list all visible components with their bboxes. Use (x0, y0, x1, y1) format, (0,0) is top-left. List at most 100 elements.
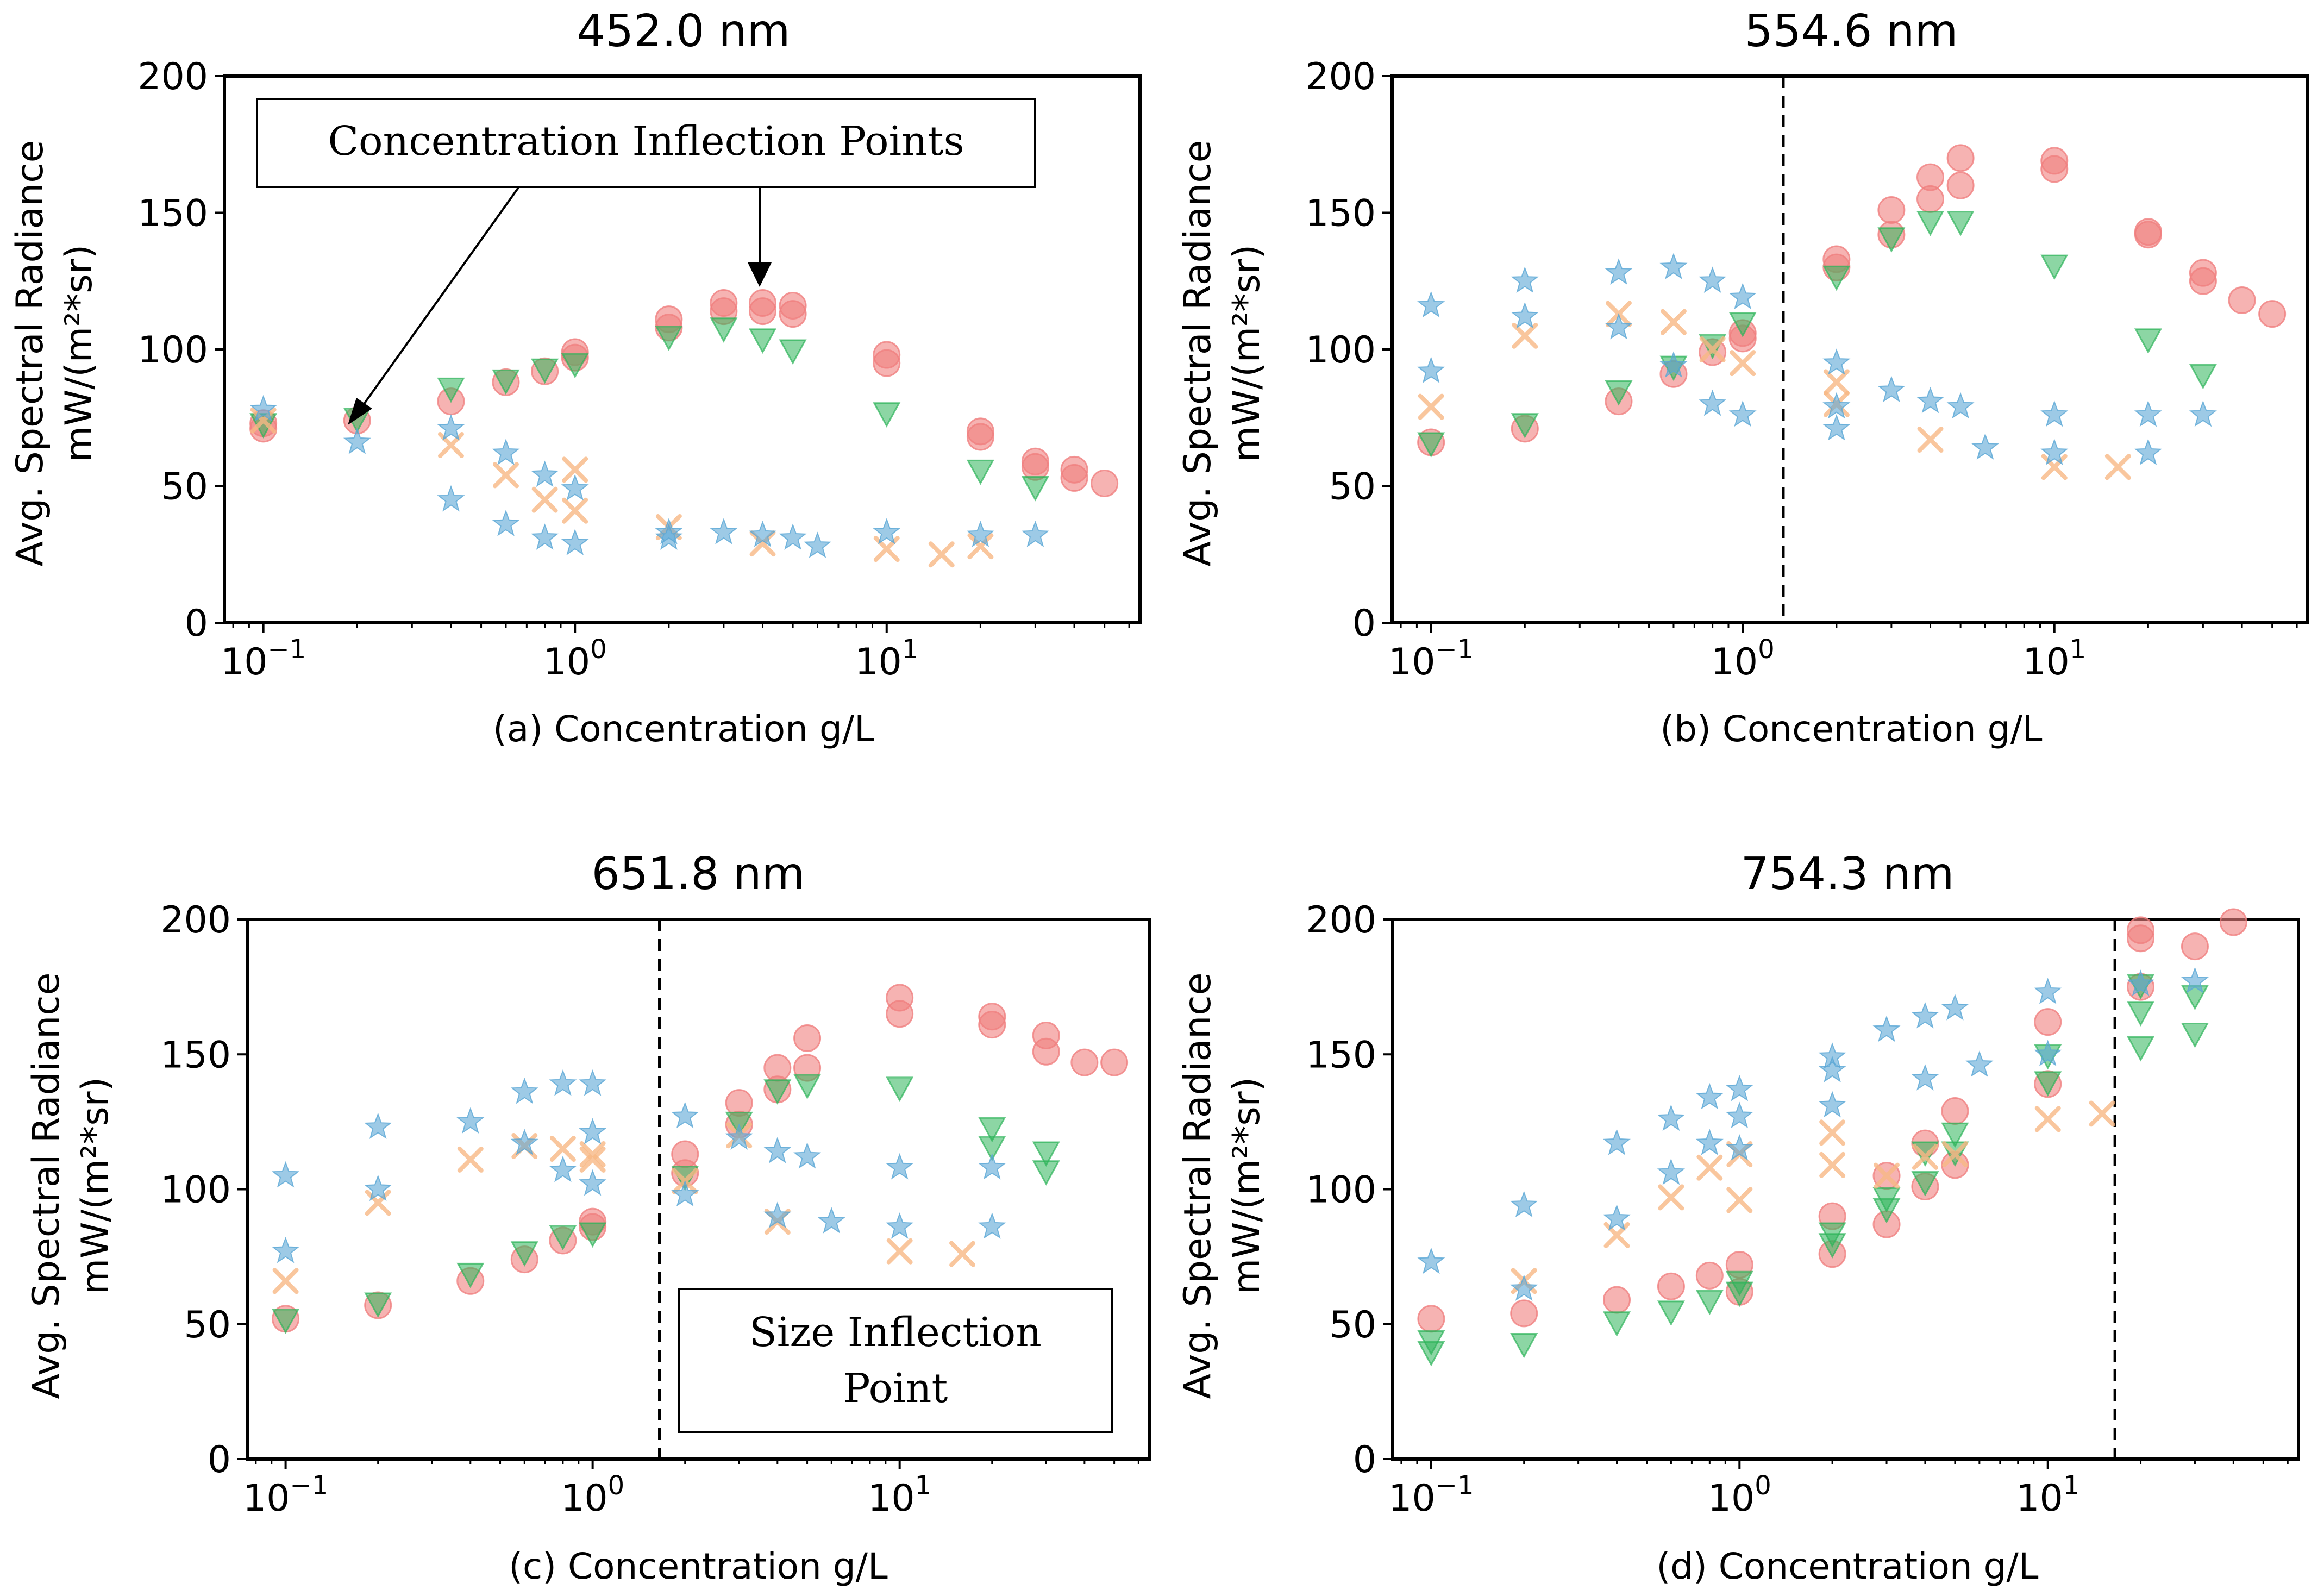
marker-triangle (1417, 432, 1445, 458)
marker-triangle (510, 1241, 538, 1267)
y-tick-label: 150 (1306, 1034, 1376, 1076)
marker-circle (793, 1024, 822, 1052)
marker-triangle (1417, 1330, 1445, 1356)
x-tick-exponent: 1 (915, 1470, 932, 1501)
marker-star (437, 485, 465, 512)
marker-x (949, 1241, 976, 1267)
marker-circle (1070, 1048, 1099, 1076)
marker-x (749, 530, 776, 557)
marker-triangle (1822, 265, 1851, 291)
marker-x (1660, 309, 1687, 335)
marker-star (655, 523, 683, 550)
series-circle (272, 984, 1129, 1333)
marker-circle (1417, 1305, 1445, 1333)
panel-b-ylabel-line1: Avg. Spectral Radiance (1176, 140, 1219, 567)
marker-triangle (748, 328, 777, 354)
marker-circle (710, 289, 738, 317)
marker-triangle (579, 1222, 607, 1248)
marker-star (561, 474, 589, 501)
marker-x (2104, 454, 2131, 480)
marker-star (364, 1174, 392, 1201)
marker-circle (1091, 469, 1119, 497)
marker-star (1946, 392, 1975, 419)
marker-star (437, 414, 465, 441)
marker-x (1658, 1184, 1684, 1211)
marker-triangle (978, 1136, 1006, 1162)
marker-star (492, 510, 520, 536)
x-tick-exponent: 1 (2063, 1470, 2080, 1501)
marker-x (967, 533, 994, 560)
marker-x (1726, 1187, 1753, 1213)
marker-triangle (1877, 227, 1906, 253)
panel-a-ylabel-line2: mW/(m²*sr) (58, 245, 101, 462)
marker-star (793, 1142, 822, 1169)
marker-star (1605, 258, 1633, 285)
marker-circle (763, 1054, 792, 1082)
marker-star (978, 1153, 1006, 1180)
marker-circle (966, 417, 994, 446)
panel-c-annotation-line2: Point (843, 1365, 948, 1412)
marker-x (562, 456, 588, 483)
marker-circle (1060, 455, 1088, 484)
marker-star (1728, 283, 1757, 310)
marker-star (249, 395, 278, 422)
marker-triangle (2034, 1071, 2062, 1097)
marker-x (579, 1146, 606, 1173)
marker-star (1417, 356, 1445, 384)
marker-triangle (1916, 211, 1945, 236)
x-tick-exponent: 1 (902, 634, 919, 665)
marker-star (710, 518, 738, 544)
marker-circle (1021, 447, 1049, 475)
marker-triangle (1657, 1300, 1685, 1326)
marker-star (272, 1161, 300, 1188)
panel-d-ylabel-line1: Avg. Spectral Radiance (1176, 973, 1219, 1399)
y-tick-label: 50 (161, 466, 208, 509)
marker-triangle (2134, 328, 2162, 354)
marker-star (817, 1207, 845, 1234)
marker-triangle (1510, 1333, 1538, 1359)
marker-x (1912, 1143, 1938, 1170)
marker-triangle (2189, 364, 2217, 390)
panel-c-annotation: Size Inflection Point (678, 1288, 1113, 1433)
y-tick-label: 0 (185, 602, 208, 645)
marker-triangle (1725, 1270, 1753, 1297)
x-tick-exponent: 0 (1758, 634, 1775, 665)
marker-star (510, 1077, 538, 1104)
marker-star (531, 460, 559, 487)
marker-triangle (456, 1262, 485, 1288)
series-triangle (1417, 211, 2217, 458)
y-tick-label: 150 (1305, 192, 1376, 235)
marker-x (549, 1136, 576, 1162)
marker-star (492, 439, 520, 465)
y-tick-label: 0 (1352, 602, 1376, 645)
marker-x (1874, 1162, 1900, 1189)
panel-a-annotation-box (256, 98, 1036, 188)
marker-star (343, 428, 371, 454)
marker-x (1823, 369, 1850, 396)
y-tick-label: 200 (160, 899, 231, 942)
marker-triangle (364, 1292, 392, 1318)
marker-x (562, 497, 588, 524)
marker-star (1659, 253, 1688, 279)
marker-triangle (1818, 1222, 1846, 1248)
marker-star (2181, 967, 2209, 993)
marker-star (561, 529, 589, 555)
marker-star (1511, 302, 1539, 329)
panel-a: 452.0 nm (a) Concentration g/L Avg. Spec… (9, 5, 1142, 750)
marker-star (549, 1155, 577, 1182)
marker-star (671, 1101, 699, 1129)
x-tick-exponent: −1 (1436, 1470, 1474, 1501)
marker-triangle (561, 353, 589, 379)
marker-x (1696, 1154, 1723, 1181)
marker-triangle (779, 339, 807, 365)
marker-triangle (1032, 1160, 1060, 1186)
panel-b: 554.6 nm (b) Concentration g/L Avg. Spec… (1176, 5, 2309, 750)
marker-triangle (763, 1079, 792, 1105)
marker-circle (2134, 218, 2162, 246)
marker-star (549, 1069, 577, 1096)
marker-triangle (1021, 476, 1049, 502)
marker-circle (1603, 1286, 1631, 1314)
marker-star (1695, 1129, 1724, 1155)
marker-star (2134, 439, 2162, 465)
